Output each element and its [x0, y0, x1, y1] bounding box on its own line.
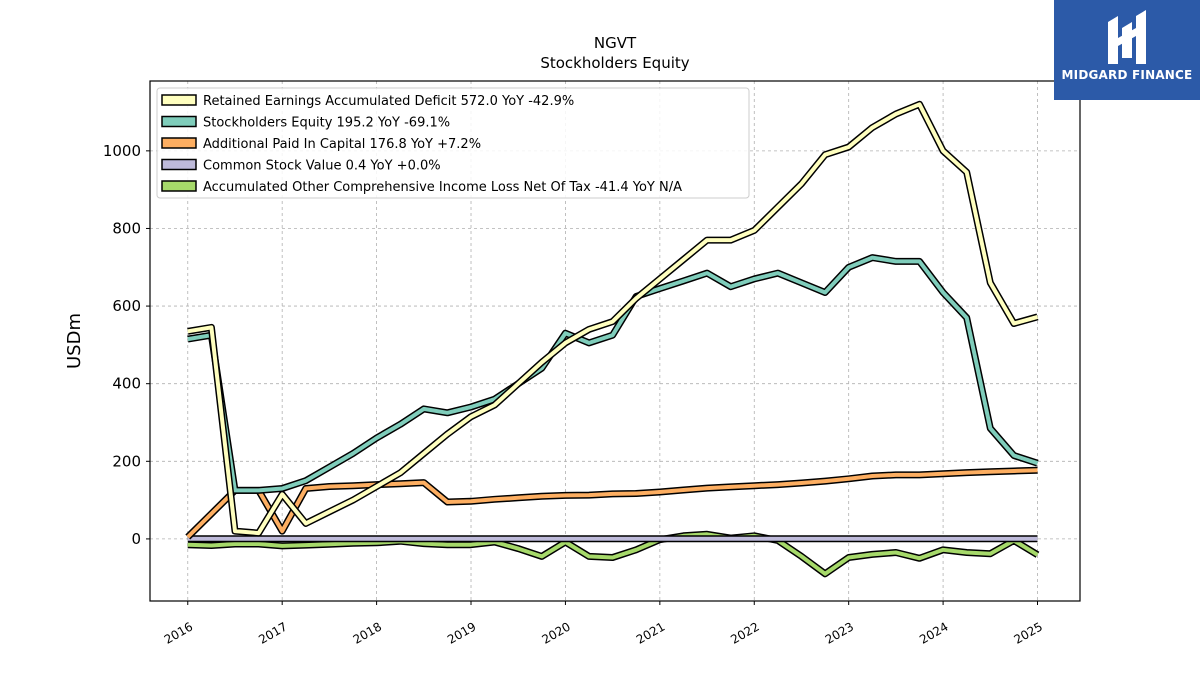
legend-swatch: [161, 94, 197, 106]
chart-title: NGVT: [594, 34, 637, 52]
x-tick-label: 2020: [539, 619, 572, 646]
chart-legend: Retained Earnings Accumulated Deficit 57…: [156, 87, 750, 199]
brand-badge: MIDGARD FINANCE: [1054, 0, 1200, 100]
x-axis: 2016 2017 2018 2019 2020 2021 2022 2023 2024 2025: [162, 601, 1045, 647]
series-layer: [185, 100, 1040, 578]
x-tick-label: 2024: [917, 619, 950, 646]
legend-item: Additional Paid In Capital 176.8 YoY +7.…: [161, 137, 481, 152]
legend-label: Accumulated Other Comprehensive Income L…: [203, 180, 682, 195]
midgard-logo-icon: [1108, 10, 1146, 64]
series-line-stockholders-equity: [187, 255, 1039, 493]
x-tick-label: 2021: [634, 619, 667, 646]
x-tick-label: 2017: [256, 619, 289, 646]
x-tick-label: 2022: [728, 619, 761, 646]
x-tick-label: 2025: [1012, 619, 1045, 646]
legend-item: Accumulated Other Comprehensive Income L…: [161, 180, 682, 195]
x-tick-label: 2018: [351, 619, 384, 646]
legend-item: Common Stock Value 0.4 YoY +0.0%: [161, 158, 441, 174]
y-axis-label: USDm: [64, 313, 85, 369]
chart-subtitle: Stockholders Equity: [540, 54, 689, 72]
brand-name: MIDGARD FINANCE: [1061, 68, 1193, 82]
legend-item: Stockholders Equity 195.2 YoY -69.1%: [161, 115, 450, 131]
series-line-additional-paid-in-capital: [186, 468, 1038, 539]
legend-item: Retained Earnings Accumulated Deficit 57…: [161, 94, 574, 109]
x-tick-label: 2019: [445, 619, 478, 646]
legend-label: Retained Earnings Accumulated Deficit 57…: [203, 94, 574, 109]
y-tick-label: 1000: [103, 142, 141, 160]
legend-swatch: [161, 115, 197, 128]
y-tick-label: 0: [131, 530, 141, 548]
series-line-accumulated-other-comprehensive-income-loss-net-of-tax: [187, 532, 1039, 576]
legend-swatch: [161, 180, 197, 192]
legend-swatch: [161, 137, 197, 149]
x-tick-label: 2016: [162, 619, 195, 646]
legend-label: Stockholders Equity 195.2 YoY -69.1%: [203, 116, 450, 131]
y-axis: 0 200 400 600 800 1000: [103, 142, 150, 548]
y-tick-label: 600: [112, 297, 141, 315]
y-tick-label: 800: [112, 219, 141, 237]
legend-swatch: [161, 158, 197, 171]
plot-frame: [149, 80, 1081, 602]
x-tick-label: 2023: [823, 619, 856, 646]
legend-box: [156, 87, 750, 199]
legend-label: Common Stock Value 0.4 YoY +0.0%: [203, 159, 441, 174]
legend-label: Additional Paid In Capital 176.8 YoY +7.…: [203, 137, 481, 152]
y-tick-label: 200: [112, 452, 141, 470]
y-tick-label: 400: [112, 375, 141, 393]
series-line-retained-earnings-accumulated-deficit: [187, 102, 1039, 536]
